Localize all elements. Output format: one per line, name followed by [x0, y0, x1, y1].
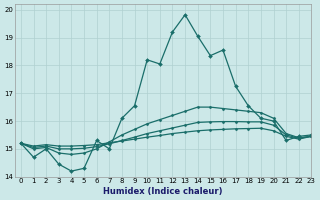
X-axis label: Humidex (Indice chaleur): Humidex (Indice chaleur) [103, 187, 223, 196]
